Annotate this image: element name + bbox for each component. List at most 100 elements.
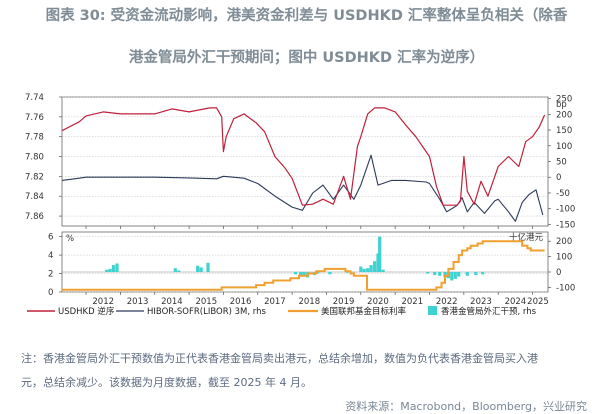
bottom-panel: 6 4 2 0 200 100 0 -100 % 十亿港元 [48, 231, 575, 298]
intervention-bar [345, 272, 349, 273]
x-tick-label: 2025 [527, 297, 549, 307]
top-right-tick-label: 50 [556, 158, 567, 168]
top-right-unit-label: bp [556, 100, 567, 110]
top-left-tick-label: 7.76 [25, 113, 44, 123]
top-left-tick-label: 7.84 [25, 192, 44, 202]
chart-title-line-1: 图表 30: 受资金流动影响，港美资金利差与 USDHKD 汇率整体呈负相关（除… [45, 8, 568, 24]
x-tick-label: 2012 [92, 297, 114, 307]
bottom-left-tick-label: 4 [48, 251, 53, 261]
intervention-bar [366, 268, 370, 272]
legend-item-fedrate: 美国联邦基金目标利率 [288, 306, 407, 317]
intervention-bar [359, 266, 363, 272]
series-step-fed-funds [62, 240, 545, 291]
intervention-bar [438, 272, 442, 276]
legend-label-spread: HIBOR-SOFR(LIBOR) 3M, rhs [147, 307, 267, 317]
x-tick-label: 2024 [505, 297, 527, 307]
note-line-2: 元，总结余减少。该数据为月度数据，截至 2025 年 4 月。 [21, 376, 312, 389]
top-left-tick-label: 7.80 [25, 153, 44, 163]
intervention-bar [481, 272, 485, 275]
intervention-bar [381, 269, 385, 272]
top-right-axis: 250 200 150 100 50 0 -50 -100 -150 [548, 95, 575, 230]
bottom-right-tick-label: 100 [556, 253, 572, 263]
intervention-bar [115, 263, 119, 272]
legend: USDHKD 逆序 HIBOR-SOFR(LIBOR) 3M, rhs 美国联邦… [27, 306, 537, 317]
note-line-1: 注：香港金管局外汇干预数值为正代表香港金管局卖出港元，总结余增加，数值为负代表香… [21, 352, 538, 365]
intervention-bar [378, 236, 382, 272]
series-line-hibor-sofr [61, 154, 544, 222]
bottom-left-tick-label: 0 [48, 288, 53, 298]
top-right-tick-label: -150 [556, 220, 575, 230]
bottom-right-tick-label: -100 [556, 283, 575, 293]
intervention-bar [450, 272, 454, 281]
top-right-tick-label: 200 [556, 110, 572, 120]
legend-item-usdhkd: USDHKD 逆序 [27, 306, 115, 317]
top-right-tick-label: 250 [556, 95, 572, 105]
intervention-bar [302, 272, 306, 277]
intervention-bar [294, 272, 298, 275]
chart-canvas: 7.747.767.787.807.827.847.86 25020015010… [25, 93, 575, 317]
bottom-right-tick-label: 200 [556, 237, 572, 247]
intervention-bar [196, 265, 200, 272]
bottom-left-unit-label: % [66, 234, 74, 244]
bottom-left-tick-label: 2 [48, 270, 53, 280]
legend-label-fedrate: 美国联邦基金目标利率 [321, 306, 407, 317]
chart-title-line-2: 港金管局外汇干预期间；图中 USDHKD 汇率为逆序） [128, 50, 485, 66]
top-right-tick-label: 100 [556, 142, 572, 152]
legend-swatch-intervention [428, 306, 437, 315]
intervention-bar [206, 262, 210, 272]
intervention-bar [457, 272, 461, 277]
intervention-bar [376, 253, 380, 272]
intervention-bar [173, 268, 177, 272]
x-tick-label: 2021 [401, 297, 423, 307]
top-left-tick-label: 7.74 [25, 93, 44, 103]
bottom-plot-frame [61, 231, 549, 293]
intervention-bar [465, 272, 469, 276]
top-left-tick-label: 7.78 [25, 133, 44, 143]
legend-label-usdhkd: USDHKD 逆序 [58, 306, 115, 317]
x-tick-label: 2016 [230, 297, 252, 307]
x-axis: 2012 2013 2014 2015 2016 2017 2018 2019 2020 2021… [85, 226, 549, 307]
source-text: 资料来源：Macrobond，Bloomberg，兴业研究 [345, 400, 587, 413]
top-left-tick-label: 7.82 [25, 172, 44, 182]
intervention-bar [362, 268, 366, 272]
legend-label-intervention: 香港金管局外汇干预, rhs [441, 306, 537, 317]
intervention-bar [426, 272, 430, 274]
intervention-bar [328, 272, 332, 275]
top-panel: 7.74 7.76 7.78 7.80 7.82 7.84 7.86 250 200 150 10… [25, 93, 575, 230]
intervention-bar [299, 272, 303, 276]
x-tick-label: 2018 [298, 297, 320, 307]
top-right-tick-label: 0 [556, 173, 561, 183]
intervention-bar [443, 272, 447, 278]
x-tick-label: 2019 [333, 297, 355, 307]
top-left-axis: 7.74 7.76 7.78 7.80 7.82 7.84 7.86 [25, 93, 62, 222]
bottom-right-axis: 200 100 0 -100 [548, 237, 575, 293]
x-tick-label: 2022 [436, 297, 458, 307]
bottom-left-axis: 6 4 2 0 [48, 233, 62, 298]
x-tick-label: 2015 [195, 297, 217, 307]
intervention-bar [177, 270, 181, 272]
top-grid [62, 96, 548, 217]
intervention-bar [199, 267, 203, 272]
intervention-bar [433, 272, 437, 276]
bottom-series [62, 236, 548, 291]
intervention-bar [108, 268, 112, 272]
x-tick-label: 2020 [367, 297, 389, 307]
x-tick-label: 2014 [161, 297, 183, 307]
top-right-tick-label: -100 [556, 205, 575, 215]
bottom-right-tick-label: 0 [556, 268, 561, 278]
top-right-tick-label: 150 [556, 126, 572, 136]
legend-item-spread: HIBOR-SOFR(LIBOR) 3M, rhs [116, 307, 267, 317]
x-tick-label: 2023 [470, 297, 492, 307]
intervention-bar [369, 265, 373, 272]
intervention-bar [373, 261, 377, 272]
x-tick-label: 2013 [127, 297, 149, 307]
intervention-bar [111, 265, 116, 272]
top-left-tick-label: 7.86 [25, 212, 44, 222]
x-tick-label: 2017 [264, 297, 286, 307]
series-line-usdhkd [61, 107, 546, 206]
intervention-bar [316, 272, 320, 274]
top-series [61, 107, 546, 222]
intervention-bar [474, 272, 478, 276]
intervention-bar [453, 272, 457, 279]
bottom-left-tick-label: 6 [48, 233, 53, 243]
